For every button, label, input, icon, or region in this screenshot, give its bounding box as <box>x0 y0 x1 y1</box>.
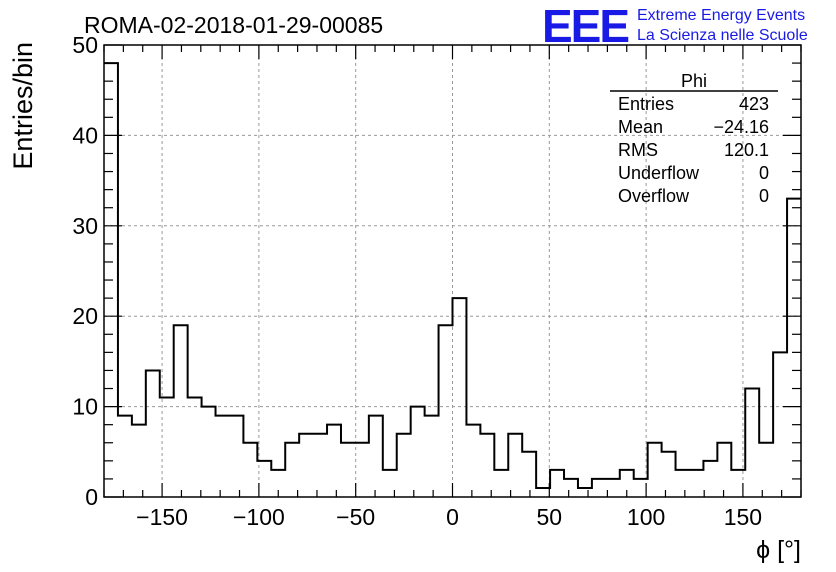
histogram-bin <box>494 470 508 497</box>
histogram-series <box>104 62 801 497</box>
x-tick-label: −100 <box>233 504 285 530</box>
histogram-bin <box>341 443 355 497</box>
plot-frame <box>103 44 802 498</box>
stats-row-value: −24.16 <box>713 117 769 137</box>
histogram-bin <box>425 416 439 497</box>
histogram-bin <box>299 434 313 497</box>
histogram-bin <box>536 488 550 497</box>
histogram-bin <box>480 434 494 497</box>
histogram-bin <box>439 325 453 497</box>
eee-logo: EEE <box>542 0 628 52</box>
stats-row-value: 120.1 <box>724 140 769 160</box>
stats-row-value: 0 <box>759 163 769 183</box>
histogram-bin <box>773 352 787 497</box>
x-tick-label: 150 <box>724 504 762 530</box>
histogram-bin <box>745 389 759 497</box>
histogram-bin <box>146 370 160 497</box>
stats-row-label: Entries <box>618 94 674 114</box>
histogram-bin <box>578 488 592 497</box>
run-title: ROMA-02-2018-01-29-00085 <box>84 12 383 38</box>
stats-row-value: 0 <box>759 186 769 206</box>
logo-line-2: La Scienza nelle Scuole <box>637 27 808 44</box>
histogram-bin <box>202 407 216 497</box>
y-tick-label: 10 <box>72 394 98 420</box>
axis-tick-labels: −150 −100 −50 0 50 100 150 0 10 20 30 40 50 <box>72 32 762 530</box>
histogram-bin <box>313 434 327 497</box>
histogram-bin <box>118 416 132 497</box>
histogram-bin <box>522 452 536 497</box>
stats-row-label: Underflow <box>618 163 700 183</box>
histogram-bin <box>369 416 383 497</box>
axis-ticks <box>103 44 802 498</box>
histogram-bin <box>132 425 146 497</box>
y-tick-label: 0 <box>85 484 98 510</box>
histogram-bin <box>327 425 341 497</box>
histogram-bin <box>285 443 299 497</box>
histogram-bin <box>564 479 578 497</box>
logo-line-1: Extreme Energy Events <box>637 7 805 24</box>
x-tick-label: 50 <box>537 504 563 530</box>
stats-row-label: RMS <box>618 140 658 160</box>
histogram-bin <box>466 425 480 497</box>
histogram-bin <box>676 470 690 497</box>
x-tick-label: −150 <box>136 504 188 530</box>
stats-row-label: Overflow <box>618 186 690 206</box>
histogram-bin <box>229 416 243 497</box>
histogram-bin <box>355 443 369 497</box>
x-tick-label: 100 <box>627 504 665 530</box>
y-tick-label: 30 <box>72 213 98 239</box>
histogram-bin <box>188 398 202 497</box>
histogram-bin <box>648 443 662 497</box>
stats-row-label: Mean <box>618 117 663 137</box>
stats-box: Phi Entries 423 Mean −24.16 RMS 120.1 Underflo… <box>610 71 778 206</box>
histogram-bin <box>174 325 188 497</box>
histogram-bin <box>717 443 731 497</box>
stats-row-value: 423 <box>739 94 769 114</box>
y-tick-label: 50 <box>72 32 98 58</box>
histogram-bin <box>662 452 676 497</box>
stats-title: Phi <box>681 71 707 91</box>
histogram-bin <box>453 298 467 497</box>
histogram-bin <box>592 479 606 497</box>
histogram-bin <box>703 461 717 497</box>
histogram-bin <box>508 434 522 497</box>
y-axis-label: Entries/bin <box>8 42 38 170</box>
histogram-bin <box>550 470 564 497</box>
x-tick-label: 0 <box>446 504 459 530</box>
x-axis-label: ϕ [°] <box>756 536 801 564</box>
stats-rows: Entries 423 Mean −24.16 RMS 120.1 Underflow 0 Ov… <box>618 94 769 206</box>
histogram-bin <box>243 443 257 497</box>
histogram-bin <box>160 398 174 497</box>
y-tick-label: 20 <box>72 303 98 329</box>
histogram-line <box>104 62 801 489</box>
histogram-bin <box>397 434 411 497</box>
histogram-bin <box>759 443 773 497</box>
histogram-bin <box>689 470 703 497</box>
y-tick-label: 40 <box>72 122 98 148</box>
histogram-bin <box>216 416 230 497</box>
x-tick-label: −50 <box>336 504 375 530</box>
histogram-bin <box>411 407 425 497</box>
